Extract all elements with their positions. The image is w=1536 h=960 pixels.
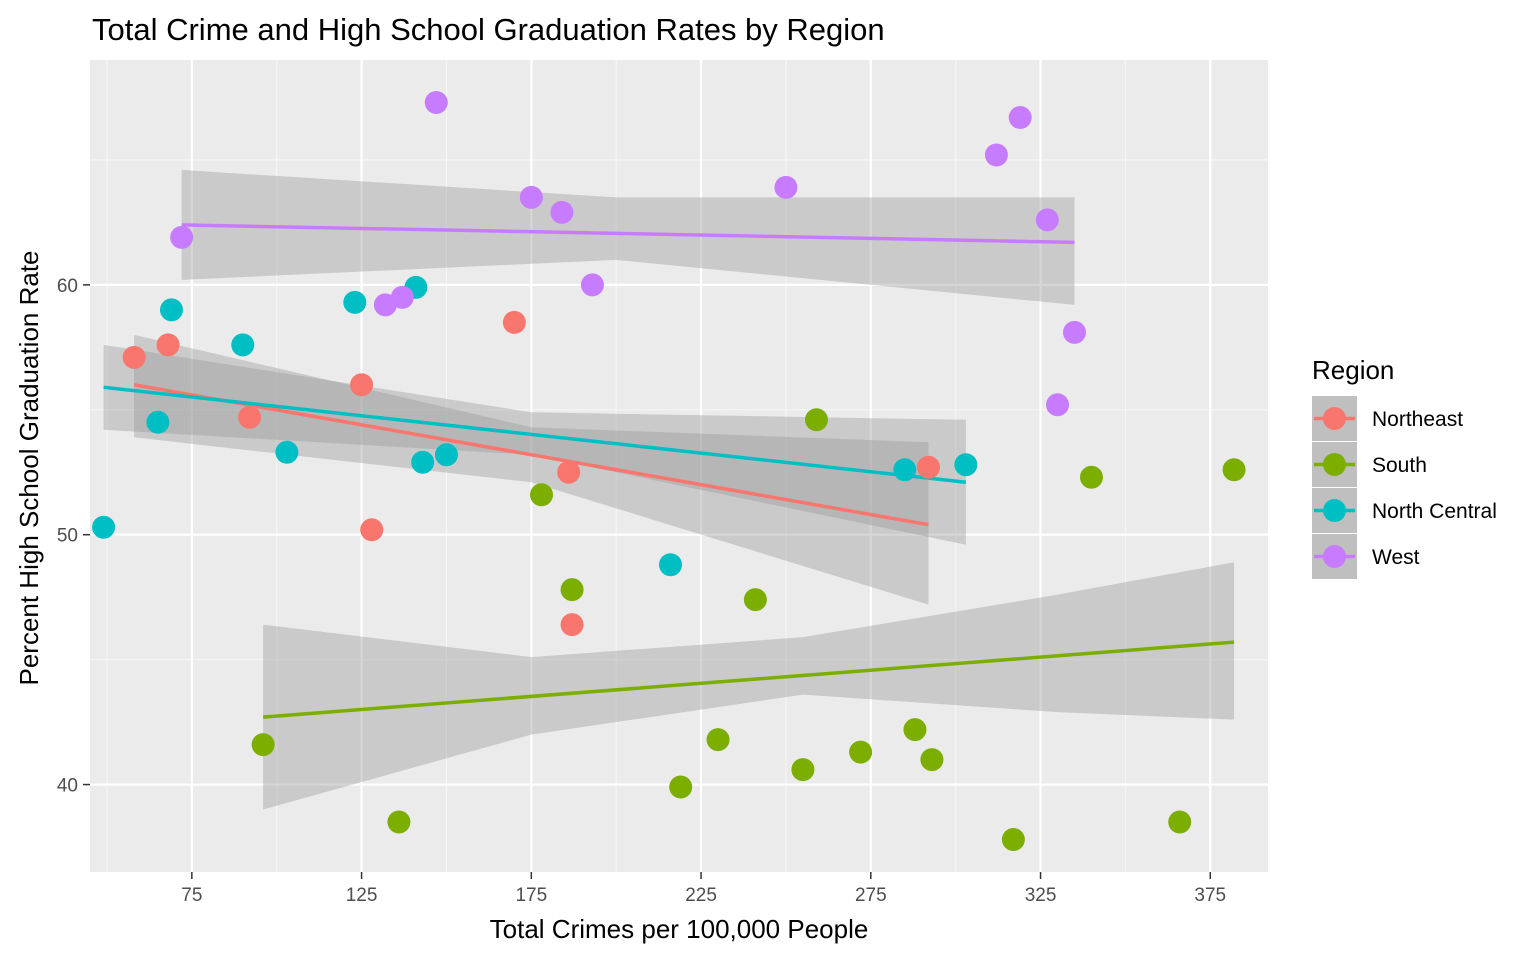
point-south bbox=[669, 775, 693, 799]
point-south bbox=[1079, 465, 1103, 489]
point-west bbox=[984, 143, 1008, 167]
point-south bbox=[920, 748, 944, 772]
legend-key-point bbox=[1323, 499, 1346, 522]
point-south bbox=[706, 728, 730, 752]
x-tick-label: 275 bbox=[855, 885, 887, 906]
point-west bbox=[1008, 105, 1032, 129]
point-south bbox=[791, 758, 815, 782]
data-points bbox=[92, 90, 1246, 852]
trend-lines bbox=[103, 223, 1235, 719]
x-tick-label: 75 bbox=[181, 885, 202, 906]
confidence-band-northeast bbox=[134, 334, 929, 605]
point-west bbox=[1046, 393, 1070, 417]
point-south bbox=[560, 578, 584, 602]
point-northeast bbox=[917, 455, 941, 479]
point-west bbox=[774, 175, 798, 199]
point-northeast bbox=[350, 373, 374, 397]
legend-title: Region bbox=[1312, 355, 1394, 385]
point-west bbox=[424, 90, 448, 114]
point-north-central bbox=[92, 515, 116, 539]
legend-item-north-central: North Central bbox=[1312, 488, 1497, 533]
point-south bbox=[1222, 458, 1246, 482]
point-west bbox=[519, 185, 543, 209]
legend-label: West bbox=[1372, 546, 1420, 569]
point-south bbox=[387, 810, 411, 834]
y-tick-label: 60 bbox=[57, 276, 78, 297]
point-northeast bbox=[502, 310, 526, 334]
point-west bbox=[550, 200, 574, 224]
point-west bbox=[1035, 208, 1059, 232]
point-north-central bbox=[893, 458, 917, 482]
legend-key-point bbox=[1323, 453, 1346, 476]
point-northeast bbox=[238, 405, 262, 429]
point-northeast bbox=[156, 333, 180, 357]
grid-major bbox=[90, 60, 1268, 872]
point-south bbox=[849, 740, 873, 764]
plot-panel bbox=[90, 60, 1268, 872]
trend-line-south bbox=[263, 640, 1235, 719]
x-tick-label: 125 bbox=[346, 885, 378, 906]
point-north-central bbox=[231, 333, 255, 357]
point-northeast bbox=[122, 345, 146, 369]
confidence-bands bbox=[103, 169, 1235, 810]
confidence-band-south bbox=[263, 562, 1235, 810]
legend: Region Northeast South North Central West bbox=[1312, 355, 1497, 579]
x-axis-ticks: 75 125 175 225 275 325 375 bbox=[181, 872, 1226, 906]
y-tick-label: 50 bbox=[57, 526, 78, 547]
point-northeast bbox=[360, 518, 384, 542]
point-south bbox=[251, 733, 275, 757]
point-west bbox=[170, 225, 194, 249]
point-south bbox=[743, 588, 767, 612]
legend-item-south: South bbox=[1312, 442, 1427, 487]
point-north-central bbox=[275, 440, 299, 464]
point-west bbox=[1062, 320, 1086, 344]
confidence-band-west bbox=[181, 169, 1075, 305]
legend-item-west: West bbox=[1312, 534, 1420, 579]
trend-line-northeast bbox=[133, 383, 929, 527]
legend-label: Northeast bbox=[1372, 408, 1463, 431]
chart-title: Total Crime and High School Graduation R… bbox=[92, 12, 885, 47]
x-tick-label: 175 bbox=[515, 885, 547, 906]
x-tick-label: 325 bbox=[1025, 885, 1057, 906]
point-north-central bbox=[659, 553, 683, 577]
y-axis-ticks: 40 50 60 bbox=[57, 276, 90, 797]
point-south bbox=[903, 718, 927, 742]
x-tick-label: 225 bbox=[685, 885, 717, 906]
point-south bbox=[1168, 810, 1192, 834]
legend-key-point bbox=[1323, 407, 1346, 430]
legend-label: North Central bbox=[1372, 500, 1497, 523]
point-north-central bbox=[434, 443, 458, 467]
point-north-central bbox=[954, 453, 978, 477]
point-north-central bbox=[411, 450, 435, 474]
point-northeast bbox=[560, 613, 584, 637]
point-northeast bbox=[557, 460, 581, 484]
point-south bbox=[804, 408, 828, 432]
x-tick-label: 375 bbox=[1194, 885, 1226, 906]
legend-key-point bbox=[1323, 545, 1346, 568]
point-west bbox=[390, 285, 414, 309]
trend-line-north-central bbox=[103, 385, 967, 484]
point-south bbox=[1001, 828, 1025, 852]
y-axis-title: Percent High School Graduation Rate bbox=[14, 250, 44, 685]
point-south bbox=[530, 483, 554, 507]
point-north-central bbox=[146, 410, 170, 434]
legend-label: South bbox=[1372, 454, 1427, 477]
point-north-central bbox=[159, 298, 183, 322]
trend-line-west bbox=[181, 223, 1075, 245]
y-tick-label: 40 bbox=[57, 776, 78, 797]
point-west bbox=[580, 273, 604, 297]
x-axis-title: Total Crimes per 100,000 People bbox=[490, 914, 869, 944]
point-north-central bbox=[343, 290, 367, 314]
legend-item-northeast: Northeast bbox=[1312, 396, 1463, 441]
